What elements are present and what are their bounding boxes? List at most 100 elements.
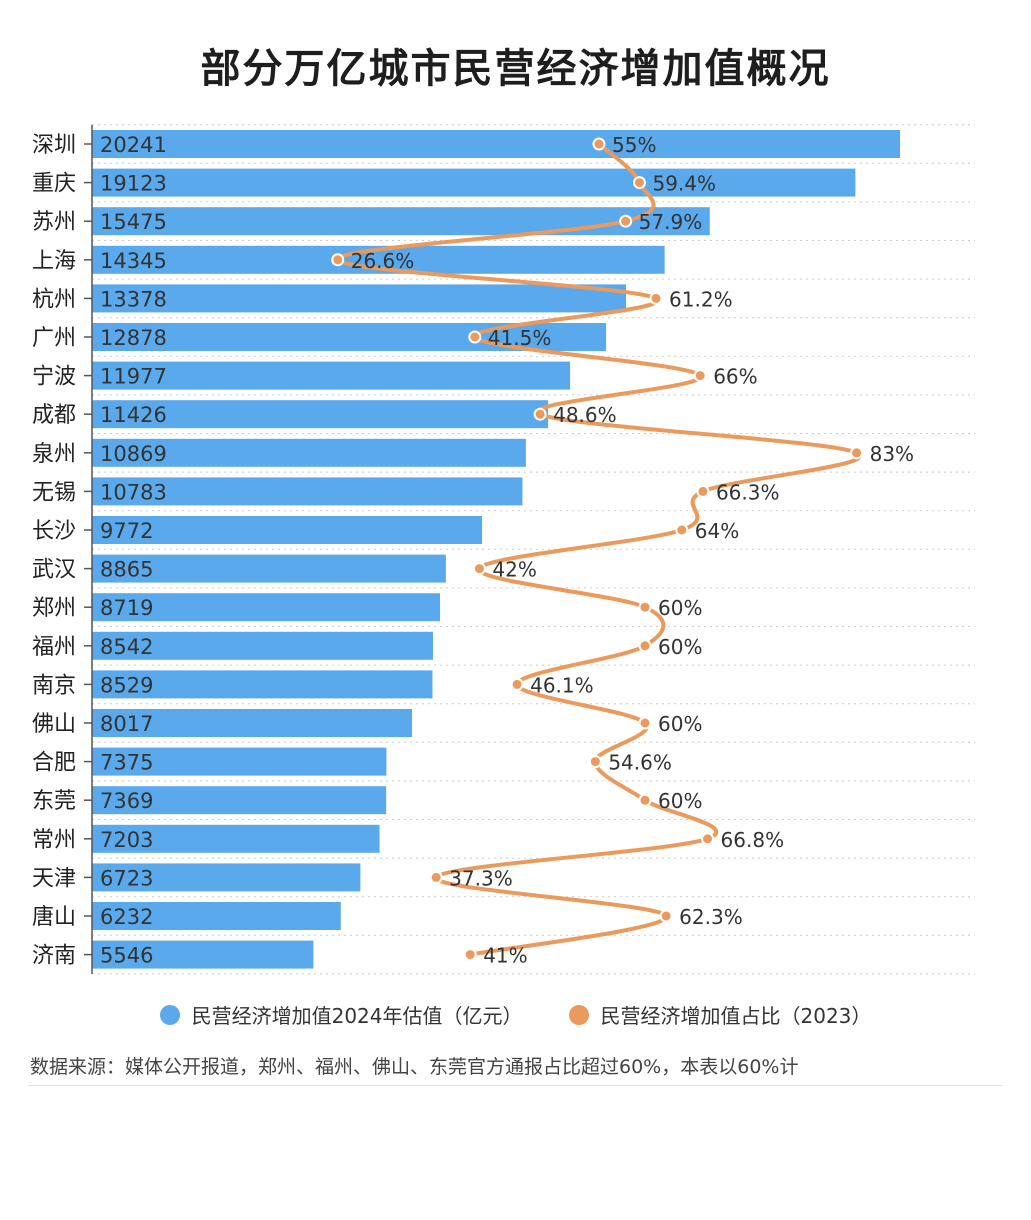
- line-point-label: 41.5%: [488, 326, 552, 350]
- source-note: 数据来源：媒体公开报道，郑州、福州、佛山、东莞官方通报占比超过60%，本表以60…: [30, 1056, 799, 1078]
- bar-value-label: 7369: [100, 789, 153, 813]
- category-label: 苏州: [32, 210, 76, 235]
- combo-chart: 20241 19123 15475 14345 13378 12878 11977 11426…: [32, 124, 975, 975]
- category-label: 无锡: [32, 480, 76, 505]
- category-label: 合肥: [32, 751, 76, 776]
- line-point-label: 60%: [658, 712, 702, 736]
- category-label: 上海: [32, 249, 76, 274]
- category-label: 深圳: [32, 133, 76, 158]
- bar: [92, 361, 571, 390]
- line-point-label: 66.3%: [716, 480, 780, 504]
- divider: [28, 1085, 1003, 1086]
- bar-value-label: 10869: [100, 442, 167, 466]
- line-point-label: 60%: [658, 635, 702, 659]
- line-point: [638, 793, 652, 807]
- bar-value-label: 8017: [100, 712, 153, 736]
- bar: [92, 438, 526, 467]
- line-point: [463, 948, 477, 962]
- line-point: [693, 369, 707, 383]
- line-point-label: 66%: [713, 365, 757, 389]
- line-point-label: 26.6%: [351, 249, 415, 273]
- line-point: [619, 214, 633, 228]
- legend: 民营经济增加值2024年估值（亿元） 民营经济增加值占比（2023）: [0, 1000, 1031, 1029]
- line-point-label: 83%: [870, 442, 914, 466]
- category-label: 南京: [32, 673, 76, 698]
- legend-label-bar: 民营经济增加值2024年估值（亿元）: [191, 1004, 523, 1028]
- bar-value-label: 19123: [100, 172, 167, 196]
- bar-value-label: 13378: [100, 287, 167, 311]
- line-point: [429, 870, 443, 884]
- category-label: 郑州: [32, 596, 76, 621]
- bar-value-label: 15475: [100, 210, 167, 234]
- line-point: [510, 677, 524, 691]
- line-point: [632, 176, 646, 190]
- bar: [92, 400, 549, 429]
- category-label: 唐山: [32, 905, 76, 930]
- line-point: [701, 832, 715, 846]
- line-point: [588, 755, 602, 769]
- line-point-label: 48.6%: [553, 403, 617, 427]
- bar: [92, 593, 441, 622]
- line-point-label: 59.4%: [652, 172, 716, 196]
- line-point-label: 60%: [658, 596, 702, 620]
- legend-item-bar: 民营经济增加值2024年估值（亿元）: [159, 1000, 523, 1029]
- line-point-label: 61.2%: [669, 287, 733, 311]
- bar-value-label: 6232: [100, 905, 153, 929]
- bar-value-label: 14345: [100, 249, 167, 273]
- bar: [92, 670, 433, 699]
- bar: [92, 284, 627, 313]
- line-point-label: 55%: [612, 133, 656, 157]
- line-point: [638, 600, 652, 614]
- line-point-label: 41%: [483, 944, 527, 968]
- line-point: [592, 137, 606, 151]
- legend-swatch-line: [568, 1004, 589, 1025]
- category-label: 长沙: [32, 519, 76, 544]
- category-label: 东莞: [32, 789, 76, 814]
- bar: [92, 168, 856, 197]
- bar: [92, 516, 483, 544]
- bar-value-label: 8542: [100, 635, 153, 659]
- category-label: 重庆: [32, 172, 76, 197]
- category-label: 济南: [32, 944, 76, 969]
- category-label: 常州: [32, 828, 76, 853]
- line-point-label: 60%: [658, 789, 702, 813]
- bar-value-label: 11977: [100, 365, 167, 389]
- bar-value-label: 10783: [100, 480, 167, 504]
- line-point: [331, 253, 345, 267]
- bar: [92, 786, 387, 815]
- bar: [92, 130, 900, 158]
- legend-swatch-bar: [159, 1004, 180, 1025]
- bar-value-label: 8529: [100, 673, 153, 697]
- line-point-label: 54.6%: [608, 751, 672, 775]
- line-point-label: 42%: [492, 558, 536, 582]
- bar: [92, 477, 523, 506]
- line-point: [649, 291, 663, 305]
- bar: [92, 940, 314, 969]
- category-label: 佛山: [32, 712, 76, 737]
- line-point-label: 62.3%: [679, 905, 743, 929]
- line-point: [472, 562, 486, 576]
- bar: [92, 207, 710, 236]
- line-point: [850, 446, 864, 460]
- line-point: [696, 484, 710, 498]
- line-point-label: 57.9%: [639, 210, 703, 234]
- bar-value-label: 5546: [100, 944, 153, 968]
- bar: [92, 747, 387, 776]
- line-point: [638, 639, 652, 653]
- bar-value-label: 9772: [100, 519, 153, 543]
- line-point: [659, 909, 673, 923]
- bar-value-label: 6723: [100, 866, 153, 890]
- line-point: [533, 407, 547, 421]
- line-series: 55% 59.4% 57.9% 26.6% 61.2% 41.5% 66% 48.6% 83% 6…: [331, 133, 914, 968]
- legend-item-line: 民营经济增加值占比（2023）: [568, 1000, 871, 1029]
- bar-value-label: 7375: [100, 751, 153, 775]
- bar: [92, 824, 380, 853]
- category-label: 杭州: [32, 287, 76, 312]
- category-label: 成都: [32, 403, 76, 428]
- bar: [92, 709, 413, 737]
- category-axis: 深圳重庆苏州上海杭州广州宁波成都泉州无锡长沙武汉郑州福州南京佛山合肥东莞常州天津…: [32, 124, 93, 974]
- line-point: [675, 523, 689, 537]
- bar: [92, 902, 341, 930]
- line-point-label: 46.1%: [530, 673, 594, 697]
- category-label: 武汉: [32, 558, 76, 583]
